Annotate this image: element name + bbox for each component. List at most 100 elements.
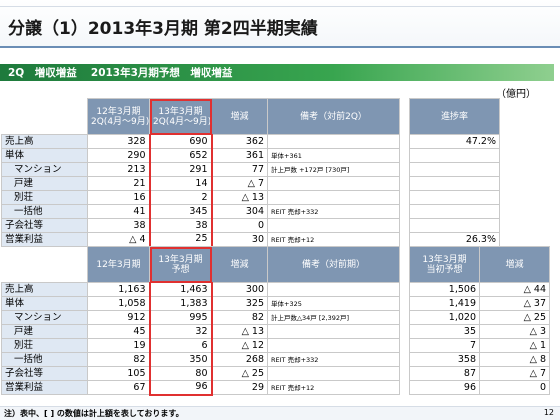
header-change-vs-initial: 増減 bbox=[479, 246, 550, 283]
prev-value: 21 bbox=[87, 176, 150, 191]
change-value: 30 bbox=[211, 232, 268, 247]
header-text: 2Q(4月～9月) bbox=[153, 116, 212, 127]
current-value: 32 bbox=[148, 324, 213, 339]
full-year-forecast-table: 12年3月期 13年3月期 予想 増減 備考（対前期） 13年3月期 当初予想 増減… bbox=[1, 246, 550, 396]
header-text: 当初予想 bbox=[426, 264, 463, 275]
spacer bbox=[400, 339, 410, 353]
current-value: 38 bbox=[148, 218, 213, 233]
row-label: 子会社等 bbox=[1, 218, 88, 233]
remark bbox=[267, 282, 400, 297]
header-text: 予想 bbox=[171, 264, 190, 275]
remark: REIT 売却+12 bbox=[267, 232, 400, 247]
table-row: 別荘 16 2 △ 13 bbox=[1, 190, 500, 205]
title-bar: 分譲（1）2013年3月期 第2四半期実績 bbox=[0, 0, 560, 48]
progress-rate bbox=[409, 148, 500, 163]
table-row: 単体 290 652 361 単体+361 bbox=[1, 148, 500, 163]
remark: REIT 売却+332 bbox=[267, 204, 400, 219]
table-row: 一括他 41 345 304 REIT 売却+332 bbox=[1, 204, 500, 219]
change-value: △ 13 bbox=[211, 324, 268, 339]
row-label: 単体 bbox=[1, 148, 88, 163]
prev-value: 45 bbox=[87, 324, 150, 339]
table-row: 子会社等 38 38 0 bbox=[1, 218, 500, 233]
prev-value: 328 bbox=[87, 134, 150, 149]
header-progress: 進捗率 bbox=[409, 98, 500, 135]
change-value: 325 bbox=[211, 296, 268, 311]
spacer bbox=[400, 353, 410, 367]
spacer bbox=[400, 233, 410, 247]
table-row: 別荘 19 6 △ 12 7 △ 1 bbox=[1, 338, 550, 353]
change-value: 0 bbox=[211, 218, 268, 233]
header-change: 増減 bbox=[211, 246, 268, 283]
header-initial-forecast: 13年3月期 当初予想 bbox=[409, 246, 480, 283]
header-prev-2q: 12年3月期 2Q(4月～9月) bbox=[87, 98, 150, 135]
spacer bbox=[400, 163, 410, 177]
row-label: 営業利益 bbox=[1, 380, 88, 395]
current-value: 1,463 bbox=[148, 282, 213, 297]
vs-initial-change: 0 bbox=[479, 380, 550, 395]
prev-value: 290 bbox=[87, 148, 150, 163]
progress-rate: 47.2% bbox=[409, 134, 500, 149]
spacer bbox=[400, 205, 410, 219]
spacer bbox=[400, 325, 410, 339]
change-value: 268 bbox=[211, 352, 268, 367]
row-label: 別荘 bbox=[1, 338, 88, 353]
row-label: 別荘 bbox=[1, 190, 88, 205]
vs-initial-change: △ 37 bbox=[479, 296, 550, 311]
current-value: 2 bbox=[148, 190, 213, 205]
row-label: マンション bbox=[1, 162, 88, 177]
spacer bbox=[400, 283, 410, 297]
table-row: 営業利益 67 96 29 REIT 売却+12 96 0 bbox=[1, 380, 550, 396]
prev-value: 67 bbox=[87, 380, 150, 395]
initial-forecast-value: 96 bbox=[409, 380, 480, 395]
change-value: 362 bbox=[211, 134, 268, 149]
current-value: 80 bbox=[148, 366, 213, 381]
table-row: 営業利益 △ 4 25 30 REIT 売却+12 26.3% bbox=[1, 232, 500, 248]
vs-initial-change: △ 7 bbox=[479, 366, 550, 381]
vs-initial-change: △ 44 bbox=[479, 282, 550, 297]
table-row: 一括他 82 350 268 REIT 売却+332 358 △ 8 bbox=[1, 352, 550, 367]
prev-value: 213 bbox=[87, 162, 150, 177]
table-row: マンション 213 291 77 計上戸数 +172戸 [730戸] bbox=[1, 162, 500, 177]
page-title: 分譲（1）2013年3月期 第2四半期実績 bbox=[8, 19, 318, 39]
table-header-row: 12年3月期 13年3月期 予想 増減 備考（対前期） 13年3月期 当初予想 増減 bbox=[1, 246, 550, 283]
change-value: 82 bbox=[211, 310, 268, 325]
spacer bbox=[400, 297, 410, 311]
title-accent-line bbox=[0, 6, 560, 7]
header-text: 増減 bbox=[230, 111, 249, 122]
remark bbox=[267, 176, 400, 191]
header-change: 増減 bbox=[211, 98, 268, 135]
header-text: 13年3月期 bbox=[158, 106, 203, 117]
current-value: 1,383 bbox=[148, 296, 213, 311]
remark: 計上戸数△34戸 [2,392戸] bbox=[267, 310, 400, 325]
prev-value: 41 bbox=[87, 204, 150, 219]
header-text: 備考（対前2Q） bbox=[300, 111, 367, 122]
page-number: 12 bbox=[543, 408, 554, 417]
remark bbox=[267, 134, 400, 149]
header-remarks: 備考（対前2Q） bbox=[267, 98, 400, 135]
current-value: 690 bbox=[148, 134, 213, 149]
remark bbox=[267, 218, 400, 233]
initial-forecast-value: 35 bbox=[409, 324, 480, 339]
current-value: 25 bbox=[148, 232, 213, 248]
table-row: 単体 1,058 1,383 325 単体+325 1,419 △ 37 bbox=[1, 296, 550, 311]
table-row: 戸建 45 32 △ 13 35 △ 3 bbox=[1, 324, 550, 339]
header-text: 備考（対前期） bbox=[301, 259, 365, 270]
remark: 単体+325 bbox=[267, 296, 400, 311]
header-fy-forecast: 13年3月期 予想 bbox=[149, 246, 212, 283]
header-text: 13年3月期 bbox=[422, 254, 467, 265]
remark bbox=[267, 324, 400, 339]
row-label: 単体 bbox=[1, 296, 88, 311]
current-value: 652 bbox=[148, 148, 213, 163]
prev-value: 1,163 bbox=[87, 282, 150, 297]
prev-value: △ 4 bbox=[87, 232, 150, 247]
change-value: △ 7 bbox=[211, 176, 268, 191]
prev-value: 19 bbox=[87, 338, 150, 353]
change-value: △ 25 bbox=[211, 366, 268, 381]
row-label: 一括他 bbox=[1, 204, 88, 219]
table-row: 売上高 1,163 1,463 300 1,506 △ 44 bbox=[1, 282, 550, 297]
spacer bbox=[400, 311, 410, 325]
header-text: 増減 bbox=[505, 259, 524, 270]
current-value: 96 bbox=[148, 380, 213, 396]
unit-label: （億円） bbox=[496, 89, 536, 100]
remark: 計上戸数 +172戸 [730戸] bbox=[267, 162, 400, 177]
